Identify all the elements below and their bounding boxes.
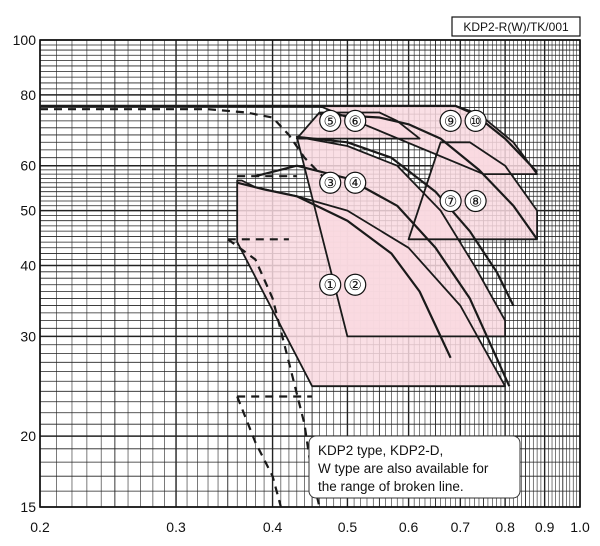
svg-text:⑧: ⑧: [469, 193, 482, 210]
y-tick-label: 50: [20, 203, 36, 219]
region-boundary: [236, 179, 507, 388]
y-tick-label: 15: [20, 499, 36, 515]
dashed-curve: [236, 396, 282, 508]
region-label: ⑥: [344, 109, 367, 132]
curve-③④: [255, 164, 511, 387]
svg-text:③: ③: [323, 175, 336, 192]
x-tick-label: 0.8: [495, 519, 515, 535]
region-label: ④: [344, 171, 367, 194]
note-line-1: KDP2 type, KDP2-D,: [318, 443, 443, 458]
x-tick-label: 0.7: [451, 519, 471, 535]
svg-text:⑥: ⑥: [348, 113, 361, 130]
svg-text:⑩: ⑩: [469, 113, 482, 130]
y-tick-label: 80: [20, 87, 36, 103]
code-label: KDP2-R(W)/TK/001: [463, 20, 569, 34]
y-tick-label: 30: [20, 328, 36, 344]
x-tick-label: 0.2: [30, 519, 50, 535]
x-tick-label: 0.6: [399, 519, 419, 535]
region-boundary: [295, 135, 507, 338]
code-box: KDP2-R(W)/TK/001: [451, 16, 581, 37]
y-axis-ticks: 15 20 30 40 50 60 80 100: [13, 32, 37, 515]
svg-text:⑤: ⑤: [323, 113, 336, 130]
x-tick-label: 1.0: [570, 519, 590, 535]
region-label: ⑨: [439, 109, 462, 132]
region-label: ⑤: [319, 109, 342, 132]
x-tick-label: 0.4: [263, 519, 283, 535]
performance-curves: [40, 104, 538, 387]
region-label: ⑧: [464, 189, 487, 213]
y-tick-label: 40: [20, 258, 36, 274]
note-box: KDP2 type, KDP2-D, W type are also avail…: [308, 435, 521, 499]
svg-text:①: ①: [323, 277, 336, 294]
region-label: ②: [344, 273, 367, 296]
region-label: ③: [319, 171, 342, 194]
svg-text:②: ②: [348, 277, 361, 294]
x-tick-label: 0.9: [535, 519, 555, 535]
curve-⑦⑧: [319, 113, 538, 240]
note-line-3: the range of broken line.: [318, 479, 464, 494]
y-tick-label: 100: [13, 32, 37, 48]
x-tick-label: 0.3: [166, 519, 186, 535]
grid: [39, 39, 581, 508]
note-line-2: W type are also available for: [318, 461, 489, 476]
x-tick-label: 0.5: [338, 519, 358, 535]
region-label: ⑦: [439, 189, 462, 213]
y-tick-label: 20: [20, 428, 36, 444]
curve-①②: [236, 181, 452, 359]
x-axis-ticks: 0.2 0.3 0.4 0.5 0.6 0.7 0.8 0.9 1.0: [30, 519, 590, 535]
y-tick-label: 60: [20, 158, 36, 174]
curve-⑤⑥: [296, 135, 515, 307]
region-label: ⑩: [464, 109, 487, 132]
region-label: ①: [319, 273, 342, 296]
region-labels: ① ② ③ ④ ⑤ ⑥ ⑦ ⑧ ⑨ ⑩: [319, 109, 487, 296]
dashed-curve: [40, 108, 328, 182]
curve-⑨⑩: [40, 104, 538, 173]
svg-text:⑦: ⑦: [444, 193, 457, 210]
svg-text:④: ④: [348, 175, 361, 192]
plot-frame: [39, 39, 581, 508]
svg-text:⑨: ⑨: [444, 113, 457, 130]
